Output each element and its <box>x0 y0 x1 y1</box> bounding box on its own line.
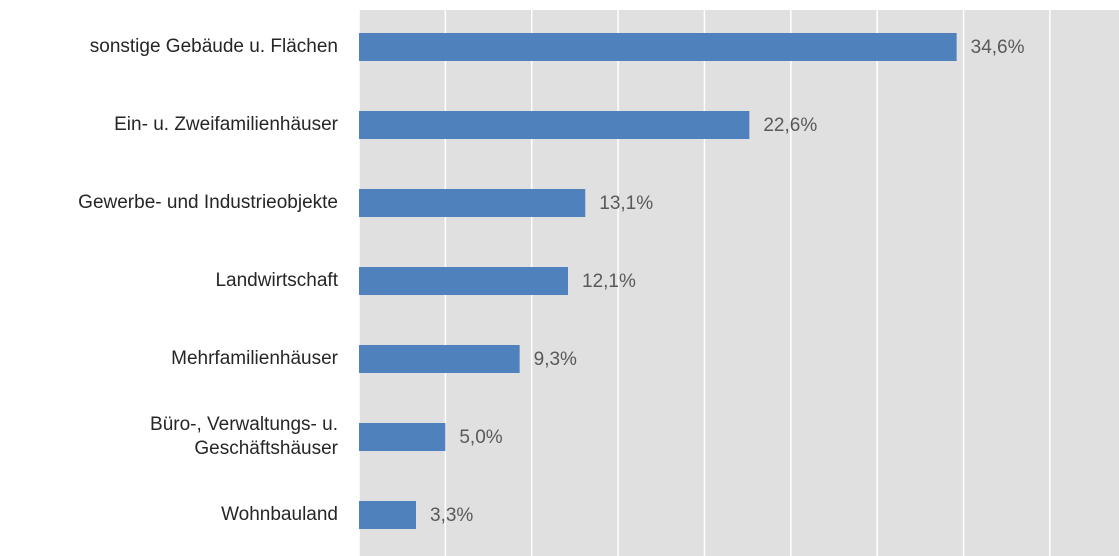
data-label: 22,6% <box>763 115 817 136</box>
bar <box>359 189 586 217</box>
bar <box>359 423 446 451</box>
data-label: 3,3% <box>430 505 473 526</box>
data-label: 9,3% <box>534 349 577 370</box>
y-tick-label: Gewerbe- und Industrieobjekte <box>78 192 338 213</box>
data-label: 5,0% <box>459 427 502 448</box>
bar <box>359 267 568 295</box>
y-tick-label: sonstige Gebäude u. Flächen <box>89 36 338 57</box>
bar <box>359 33 957 61</box>
bar <box>359 501 416 529</box>
y-tick-label: Wohnbauland <box>221 504 338 525</box>
bar <box>359 111 750 139</box>
y-tick-label: Landwirtschaft <box>215 270 338 291</box>
y-tick-label: Mehrfamilienhäuser <box>171 348 338 369</box>
data-label: 12,1% <box>582 271 636 292</box>
data-label: 13,1% <box>599 193 653 214</box>
y-tick-label: Büro-, Verwaltungs- u. Geschäftshäuser <box>150 414 338 459</box>
y-tick-label: Ein- u. Zweifamilienhäuser <box>114 114 338 135</box>
bar <box>359 345 520 373</box>
data-label: 34,6% <box>971 37 1025 58</box>
